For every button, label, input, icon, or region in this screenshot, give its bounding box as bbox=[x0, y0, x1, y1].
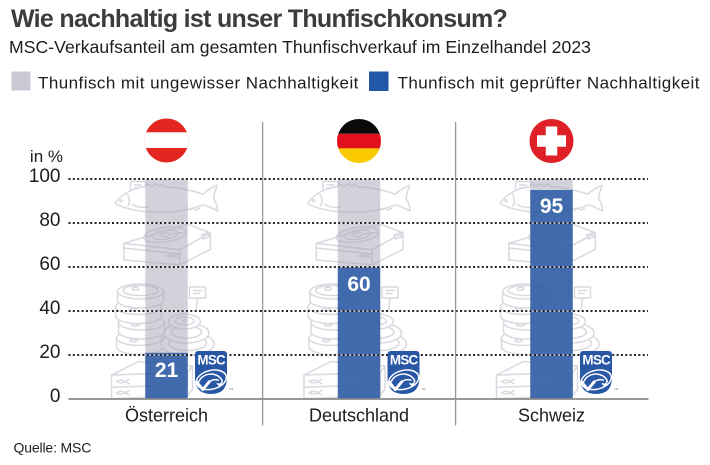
svg-text:60: 60 bbox=[39, 254, 60, 275]
svg-text:21: 21 bbox=[155, 359, 179, 382]
svg-text:Wie nachhaltig ist unser Thunf: Wie nachhaltig ist unser Thunfischkonsum… bbox=[11, 5, 507, 33]
svg-text:40: 40 bbox=[39, 298, 60, 319]
svg-text:95: 95 bbox=[540, 195, 564, 218]
svg-text:100: 100 bbox=[29, 166, 61, 187]
svg-text:Deutschland: Deutschland bbox=[309, 406, 409, 426]
svg-text:in %: in % bbox=[30, 147, 63, 166]
svg-text:20: 20 bbox=[39, 342, 60, 363]
svg-text:0: 0 bbox=[50, 386, 61, 407]
svg-text:Quelle: MSC: Quelle: MSC bbox=[14, 440, 92, 456]
svg-text:60: 60 bbox=[347, 273, 370, 296]
svg-text:Thunfisch mit geprüfter Nachha: Thunfisch mit geprüfter Nachhaltigkeit bbox=[398, 74, 700, 93]
svg-text:Österreich: Österreich bbox=[125, 406, 208, 426]
svg-text:80: 80 bbox=[39, 210, 60, 231]
svg-text:Schweiz: Schweiz bbox=[518, 406, 585, 426]
svg-text:MSC-Verkaufsanteil am gesamten: MSC-Verkaufsanteil am gesamten Thunfisch… bbox=[9, 37, 591, 57]
svg-text:Thunfisch mit ungewisser Nachh: Thunfisch mit ungewisser Nachhaltigkeit bbox=[38, 74, 359, 93]
